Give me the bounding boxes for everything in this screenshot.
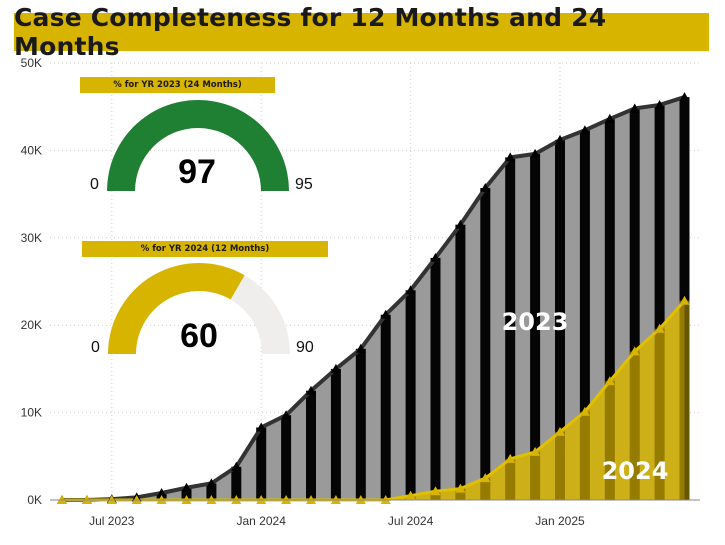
bar-2023 (306, 390, 316, 500)
marker-2023 (281, 410, 292, 420)
gauge-fill (108, 263, 245, 354)
marker-2023 (380, 309, 391, 319)
bar-2023 (654, 104, 665, 501)
bar-2023 (380, 314, 391, 500)
y-tick-label: 30K (21, 231, 42, 245)
marker-2023 (156, 488, 167, 498)
gauge-2023-min: 0 (90, 176, 99, 193)
marker-2024 (480, 473, 491, 483)
marker-2023 (480, 182, 491, 192)
bar-2023 (579, 130, 590, 500)
marker-2023 (231, 461, 242, 471)
marker-2023 (505, 152, 516, 162)
bar-2023 (281, 415, 292, 500)
bar-2024 (679, 300, 690, 500)
bar-2024 (604, 381, 615, 500)
marker-2024 (455, 483, 466, 493)
x-tick-label: Jan 2025 (535, 514, 585, 528)
bar-2024 (455, 488, 466, 500)
gauge-2024-banner: % for YR 2024 (12 Months) (82, 241, 328, 257)
bar-2024 (654, 328, 665, 500)
bar-2023 (505, 157, 516, 500)
y-tick-label: 10K (21, 406, 42, 420)
marker-2023 (579, 125, 590, 135)
x-tick-label: Jul 2024 (388, 514, 434, 528)
bar-2023 (256, 427, 267, 500)
marker-2024 (405, 490, 416, 500)
gauge-2023-value: 97 (178, 153, 216, 191)
gauge-2024-max: 90 (296, 339, 314, 356)
gauge-2024-value: 60 (180, 317, 218, 355)
marker-2023 (306, 385, 316, 395)
bar-2023 (405, 290, 416, 500)
series-label-2023: 2023 (502, 308, 569, 336)
marker-2024 (530, 446, 541, 456)
y-tick-label: 40K (21, 143, 42, 157)
marker-2023 (555, 134, 565, 144)
marker-2024 (604, 376, 615, 386)
marker-2023 (654, 99, 665, 109)
marker-2023 (256, 422, 267, 432)
title-banner: Case Completeness for 12 Months and 24 M… (14, 3, 709, 61)
marker-2023 (604, 113, 615, 123)
marker-2023 (679, 92, 690, 102)
bar-2023 (206, 483, 217, 500)
series-label-2024: 2024 (602, 457, 669, 485)
gauge-2023-max: 95 (295, 176, 313, 193)
bar-2024 (579, 411, 590, 500)
bar-2023 (430, 257, 441, 500)
bar-2023 (181, 487, 192, 500)
marker-2023 (181, 482, 192, 492)
chart-title: Case Completeness for 12 Months and 24 M… (14, 3, 607, 61)
marker-2024 (654, 323, 665, 333)
bar-2024 (480, 478, 491, 500)
y-tick-label: 0K (27, 493, 42, 507)
marker-2024 (629, 346, 640, 356)
gauge-2023-banner: % for YR 2023 (24 Months) (80, 77, 275, 93)
marker-2023 (355, 343, 366, 353)
bar-2023 (480, 187, 491, 500)
marker-2023 (206, 478, 217, 488)
bar-2023 (604, 118, 615, 500)
series-2024-area (62, 300, 685, 500)
bar-2023 (231, 466, 242, 500)
bar-2024 (505, 458, 516, 500)
bar-2023 (455, 224, 466, 500)
marker-2023 (629, 103, 640, 113)
bar-2023 (629, 108, 640, 500)
y-tick-label: 20K (21, 318, 42, 332)
marker-2024 (430, 486, 441, 496)
bar-2023 (330, 368, 341, 500)
marker-2024 (505, 453, 516, 463)
marker-2024 (555, 426, 565, 436)
bar-2024 (629, 351, 640, 500)
marker-2023 (330, 363, 341, 373)
marker-2023 (430, 252, 441, 262)
series-2023-line (62, 95, 686, 502)
series-2023-area (62, 97, 685, 500)
bar-2023 (555, 139, 565, 501)
marker-2024 (579, 406, 590, 416)
gauge-fill (107, 100, 289, 191)
gauge-2024-min: 0 (91, 339, 100, 356)
x-tick-label: Jul 2023 (89, 514, 135, 528)
marker-2023 (530, 148, 541, 158)
bar-2024 (530, 451, 541, 500)
marker-2023 (405, 285, 416, 295)
marker-2024 (679, 295, 690, 305)
bar-2024 (555, 431, 565, 500)
x-tick-label: Jan 2024 (237, 514, 287, 528)
bar-2024 (430, 491, 441, 500)
y-tick-label: 50K (21, 56, 42, 70)
bar-2023 (355, 348, 366, 500)
marker-2023 (455, 219, 466, 229)
bar-2023 (530, 153, 541, 500)
